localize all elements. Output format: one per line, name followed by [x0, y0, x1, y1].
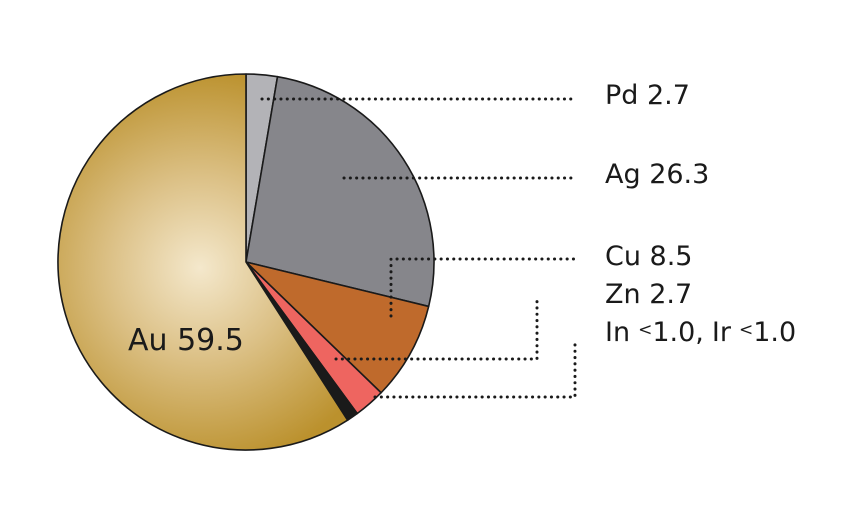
- label-in-ir: In <1.0, Ir <1.0: [605, 317, 796, 348]
- pie-slice-cu: [245, 261, 430, 394]
- pie-slices: [57, 73, 435, 451]
- pie-slice-au: [57, 73, 349, 451]
- ir-symbol: Ir: [712, 317, 732, 348]
- in-symbol: In: [605, 317, 630, 348]
- in-less-than: <: [638, 320, 652, 340]
- label-pd: Pd 2.7: [605, 80, 690, 111]
- label-separator: ,: [695, 317, 704, 348]
- leader-line-zn: [334, 294, 539, 361]
- in-value: 1.0: [652, 317, 695, 348]
- leader-line-cu: [389, 257, 576, 318]
- ir-less-than: <: [739, 320, 753, 340]
- label-ag: Ag 26.3: [605, 159, 709, 190]
- label-zn: Zn 2.7: [605, 279, 692, 310]
- leader-lines: [260, 97, 577, 399]
- label-au: Au 59.5: [128, 323, 244, 358]
- label-cu: Cu 8.5: [605, 241, 693, 272]
- pie-slice-ag: [245, 75, 435, 308]
- ir-value: 1.0: [753, 317, 796, 348]
